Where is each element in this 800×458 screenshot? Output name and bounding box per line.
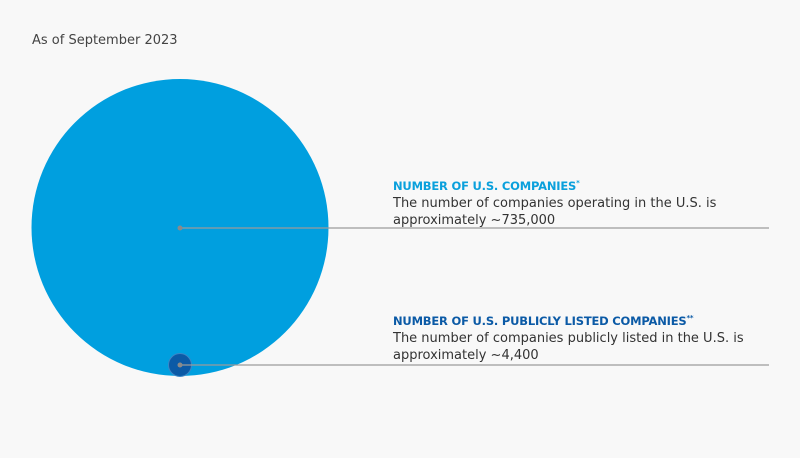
- footnote-marker: *: [576, 179, 580, 187]
- leader-dot-1: [177, 362, 183, 368]
- leader-dot-0: [177, 225, 183, 231]
- chart-subtitle: As of September 2023: [32, 33, 178, 48]
- label-us-companies: NUMBER OF U.S. COMPANIES* The number of …: [393, 175, 753, 229]
- title-text: NUMBER OF U.S. COMPANIES: [393, 178, 577, 193]
- label-public-companies: NUMBER OF U.S. PUBLICLY LISTED COMPANIES…: [393, 310, 753, 364]
- footnote-marker: **: [686, 314, 694, 322]
- label-description: The number of companies publicly listed …: [393, 330, 744, 363]
- title-text: NUMBER OF U.S. PUBLICLY LISTED COMPANIES: [393, 313, 687, 328]
- label-description: The number of companies operating in the…: [393, 195, 717, 228]
- label-title: NUMBER OF U.S. PUBLICLY LISTED COMPANIES…: [393, 310, 753, 330]
- label-title: NUMBER OF U.S. COMPANIES*: [393, 175, 753, 195]
